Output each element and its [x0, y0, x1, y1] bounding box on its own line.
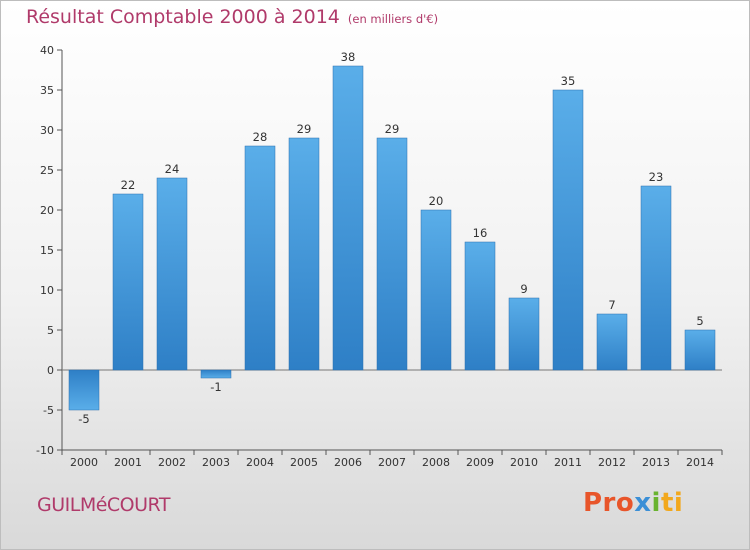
bar-2009: [464, 241, 496, 371]
data-label-2004: 28: [253, 130, 268, 144]
data-label-2007: 29: [385, 122, 400, 136]
proxiti-logo[interactable]: Proxiti: [583, 488, 683, 518]
y-tick-label: 0: [47, 364, 54, 377]
x-tick-label: 2014: [686, 456, 714, 469]
x-tick-label: 2010: [510, 456, 538, 469]
data-label-2002: 24: [165, 162, 180, 176]
x-tick-label: 2007: [378, 456, 406, 469]
data-label-2000: -5: [78, 412, 89, 426]
bar-2003: [200, 369, 232, 379]
logo-part-3: i: [651, 488, 661, 518]
logo-part-2: x: [634, 488, 652, 518]
bar-2006: [332, 65, 364, 371]
data-label-2008: 20: [429, 194, 444, 208]
commune-name: GUILMéCOURT: [37, 494, 170, 516]
x-tick-label: 2005: [290, 456, 318, 469]
y-tick-label: 30: [40, 124, 54, 137]
y-tick-label: 15: [40, 244, 54, 257]
data-label-2001: 22: [121, 178, 136, 192]
logo-part-1: Pro: [583, 488, 635, 518]
data-label-2006: 38: [341, 50, 356, 64]
bar-2008: [420, 209, 452, 371]
x-tick-label: 2002: [158, 456, 186, 469]
data-label-2009: 16: [473, 226, 488, 240]
y-tick-label: 35: [40, 84, 54, 97]
bar-2001: [112, 193, 144, 371]
data-label-2011: 35: [561, 74, 576, 88]
x-tick-label: 2013: [642, 456, 670, 469]
data-labels: -5 22 24 -1 28 29 38 29 20 16 9 35 7 23 5: [78, 50, 703, 426]
x-tick-label: 2003: [202, 456, 230, 469]
data-label-2010: 9: [520, 282, 527, 296]
bar-2007: [376, 137, 408, 371]
data-label-2013: 23: [649, 170, 664, 184]
chart-subtitle: (en milliers d'€): [347, 12, 439, 26]
bar-2004: [244, 145, 276, 371]
bar-2014: [684, 329, 716, 371]
chart-title-block: Résultat Comptable 2000 à 2014 (en millie…: [26, 6, 438, 28]
y-tick-label: -10: [36, 444, 54, 457]
data-label-2005: 29: [297, 122, 312, 136]
bar-2002: [156, 177, 188, 371]
x-tick-label: 2009: [466, 456, 494, 469]
bar-2000: [68, 369, 100, 411]
chart-title: Résultat Comptable 2000 à 2014: [26, 6, 340, 28]
y-tick-label: 20: [40, 204, 54, 217]
bars: [68, 65, 716, 411]
data-label-2003: -1: [210, 380, 221, 394]
bar-2005: [288, 137, 320, 371]
bar-2010: [508, 297, 540, 371]
y-tick-label: 10: [40, 284, 54, 297]
x-tick-label: 2006: [334, 456, 362, 469]
y-tick-label: 25: [40, 164, 54, 177]
bar-2011: [552, 89, 584, 371]
x-tick-label: 2004: [246, 456, 274, 469]
x-tick-label: 2011: [554, 456, 582, 469]
data-label-2014: 5: [696, 314, 703, 328]
logo-part-4: ti: [660, 488, 684, 518]
x-tick-label: 2000: [70, 456, 98, 469]
bar-2012: [596, 313, 628, 371]
y-tick-label: 5: [47, 324, 54, 337]
data-label-2012: 7: [608, 298, 615, 312]
y-tick-label: 40: [40, 44, 54, 57]
x-tick-label: 2001: [114, 456, 142, 469]
x-tick-label: 2008: [422, 456, 450, 469]
y-tick-label: -5: [43, 404, 54, 417]
x-tick-label: 2012: [598, 456, 626, 469]
bar-2013: [640, 185, 672, 371]
